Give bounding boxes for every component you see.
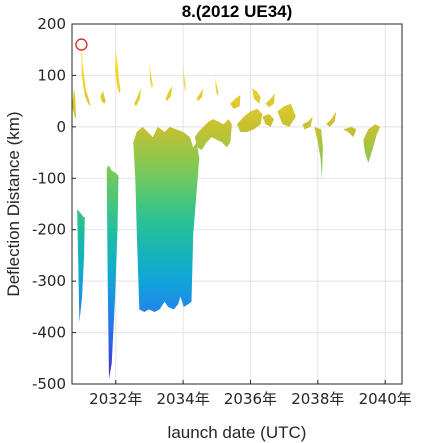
area-segment <box>134 88 141 107</box>
area-segment <box>196 88 204 102</box>
area-segment <box>262 114 274 127</box>
y-tick-label: -200 <box>32 221 66 239</box>
markers <box>75 38 88 51</box>
area-segment <box>72 88 76 120</box>
y-axis: 200 100 0 -100 -200 -300 -400 -500 <box>32 15 76 393</box>
area-segment <box>165 85 173 102</box>
x-tick-label: 2038年 <box>291 390 344 408</box>
x-tick-label: 2032年 <box>89 390 142 408</box>
area-segment <box>194 119 232 150</box>
x-tick-label: 2040年 <box>359 390 412 408</box>
area-segment <box>363 124 381 163</box>
area-segment <box>265 93 275 108</box>
area-segment <box>237 108 263 132</box>
area-segment <box>149 62 153 89</box>
x-axis-label: launch date (UTC) <box>168 423 307 442</box>
y-tick-label: -400 <box>32 324 66 342</box>
areas <box>72 42 381 379</box>
y-axis-label: Deflection Distance (km) <box>4 111 23 296</box>
area-segment <box>326 111 337 127</box>
x-tick-label: 2036年 <box>224 390 277 408</box>
area-segment <box>302 116 313 130</box>
plot-background <box>72 24 402 384</box>
y-tick-label: 0 <box>56 118 66 136</box>
area-segment <box>230 95 241 109</box>
area-segment <box>100 90 106 104</box>
area-segment <box>343 126 357 138</box>
area-segment <box>252 88 261 104</box>
area-segment <box>277 103 296 127</box>
y-tick-label: -500 <box>32 375 66 393</box>
y-tick-label: -300 <box>32 272 66 290</box>
area-segment <box>115 49 121 94</box>
area-segment <box>215 78 219 96</box>
area-segment <box>77 209 85 323</box>
area-segment <box>106 165 119 379</box>
area-segment <box>183 67 186 91</box>
area-segment <box>314 126 323 179</box>
y-tick-label: 100 <box>37 66 66 84</box>
area-segment <box>133 126 200 313</box>
area-segment <box>81 42 91 107</box>
x-axis: 2032年 2034年 2036年 2038年 2040年 <box>89 380 412 408</box>
x-tick-label: 2034年 <box>157 390 210 408</box>
highlight-marker <box>75 38 88 51</box>
chart-title: 8.(2012 UE34) <box>182 2 293 21</box>
plot-frame <box>71 23 403 385</box>
y-tick-label: -100 <box>32 169 66 187</box>
y-tick-label: 200 <box>37 15 66 33</box>
